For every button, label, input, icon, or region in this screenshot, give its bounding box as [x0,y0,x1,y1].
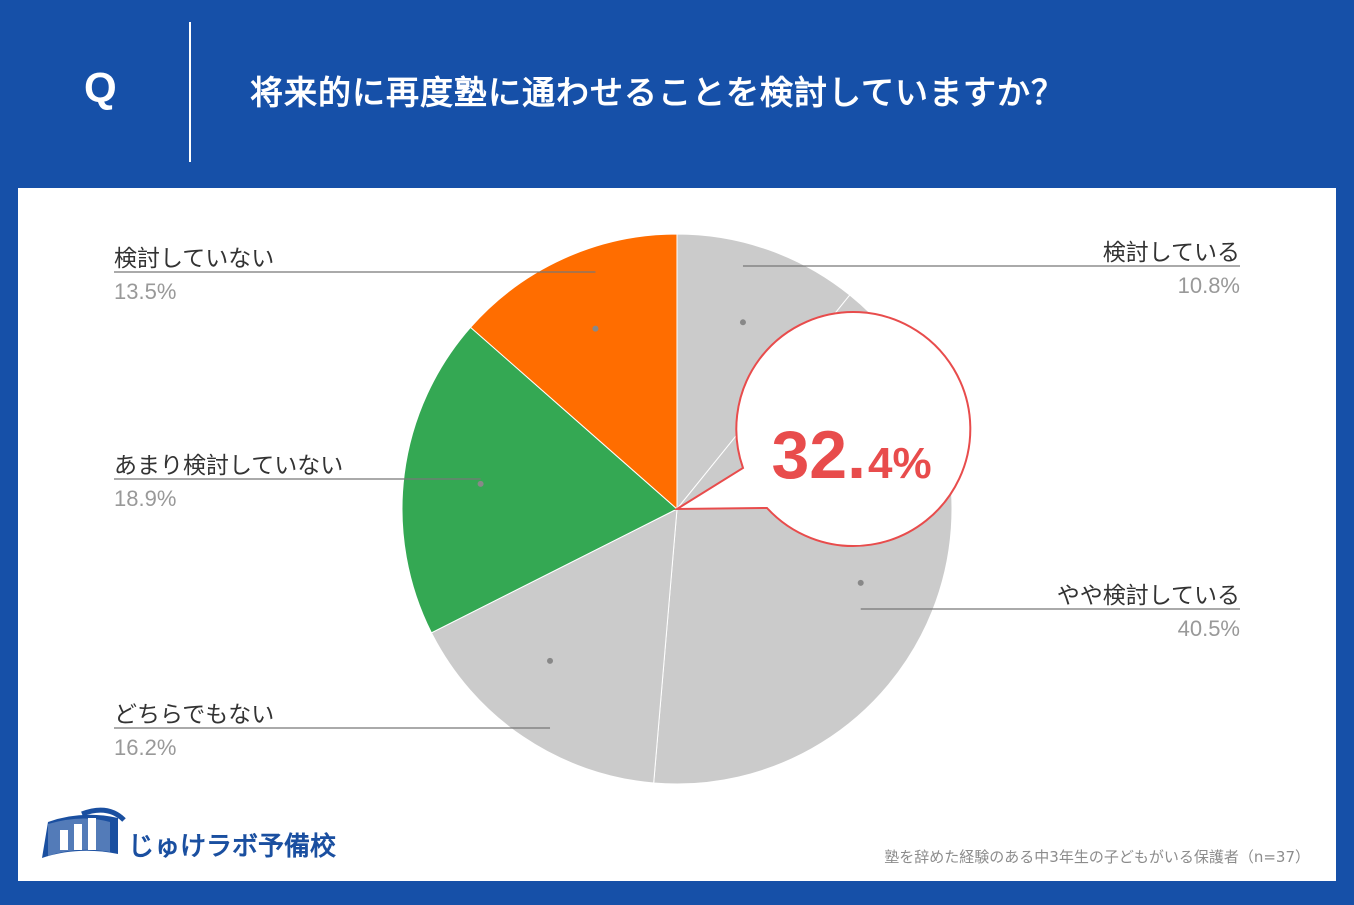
pie-slice [401,326,678,634]
callout-bubble [673,311,972,548]
logo-text: じゅけラボ予備校 [128,832,337,862]
header-divider [189,22,191,162]
slice-label: 検討している [1103,240,1240,266]
slice-label: どちらでもない [114,702,274,728]
header-bar: Q 将来的に再度塾に通わせることを検討していますか？ [0,0,1354,188]
callout-value-decimal: 4% [868,439,932,488]
question-title: 将来的に再度塾に通わせることを検討していますか？ [250,73,1066,112]
leader-dot [857,579,864,586]
chart-panel: 検討している 10.8% やや検討している 40.5% どちらでもない 16.2% あまり検… [18,188,1336,881]
sample-footnote: 塾を辞めた経験のある中3年生の子どもがいる保護者（n=37） [884,848,1310,866]
pie-slice [469,233,678,511]
leader-dot [547,657,554,664]
slice-percent: 16.2% [114,735,176,760]
slice-percent: 13.5% [114,279,176,304]
q-mark: Q [84,64,117,111]
callout-value-main: 32. [771,417,866,493]
leader-dot [739,319,746,326]
leader-dot [477,480,484,487]
slice-percent: 40.5% [1178,616,1240,641]
slice-label: やや検討している [1057,583,1240,609]
slice-label: 検討していない [114,246,274,272]
slice-percent: 18.9% [114,486,176,511]
pie-slice [430,508,678,784]
leader-dot [592,325,599,332]
pie-chart: 検討している 10.8% やや検討している 40.5% どちらでもない 16.2% あまり検… [114,233,1240,785]
open-book-logo-icon [42,807,126,858]
slice-label: あまり検討していない [114,453,343,479]
slice-percent: 10.8% [1178,273,1240,298]
